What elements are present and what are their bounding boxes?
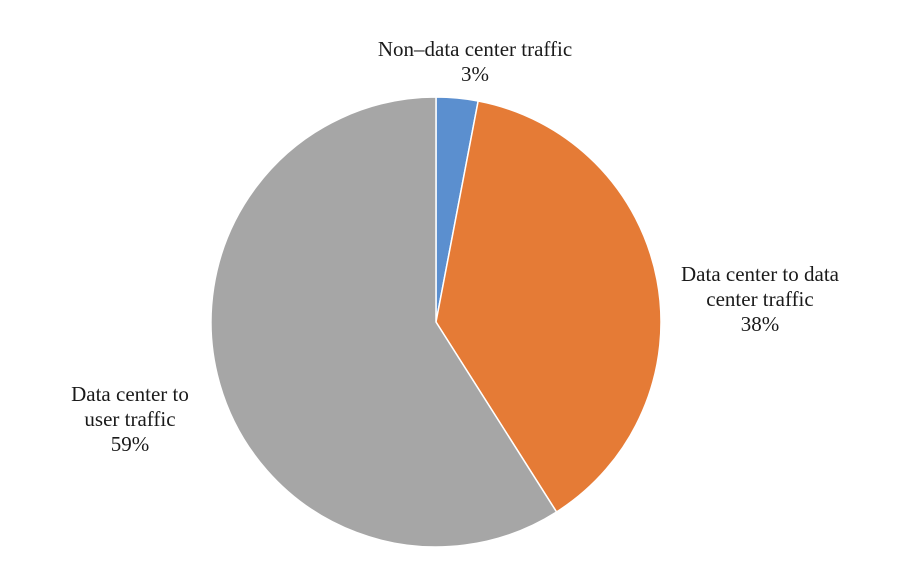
pie-slice-dc-user (210, 96, 558, 548)
slice-percent: 59% (110, 432, 150, 456)
slice-name: Non–data center traffic (377, 37, 573, 61)
slice-name-line-1: Data center to (71, 382, 189, 406)
pie-slices (210, 96, 662, 548)
slice-name-line-2: center traffic (706, 287, 814, 311)
slice-percent: 3% (461, 62, 489, 86)
slice-label-dc-to-dc: Data center to data center traffic 38% (640, 262, 880, 337)
slice-name-line-2: user traffic (84, 407, 176, 431)
slice-name-line-1: Data center to data (681, 262, 839, 286)
pie-slice-dc-dc (435, 100, 662, 514)
slice-label-non-data-center: Non–data center traffic 3% (330, 37, 620, 87)
slice-label-dc-to-user: Data center to user traffic 59% (30, 382, 230, 457)
slice-percent: 38% (740, 312, 780, 336)
